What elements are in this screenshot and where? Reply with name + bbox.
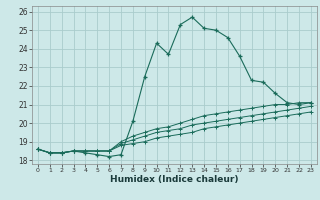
X-axis label: Humidex (Indice chaleur): Humidex (Indice chaleur) (110, 175, 239, 184)
